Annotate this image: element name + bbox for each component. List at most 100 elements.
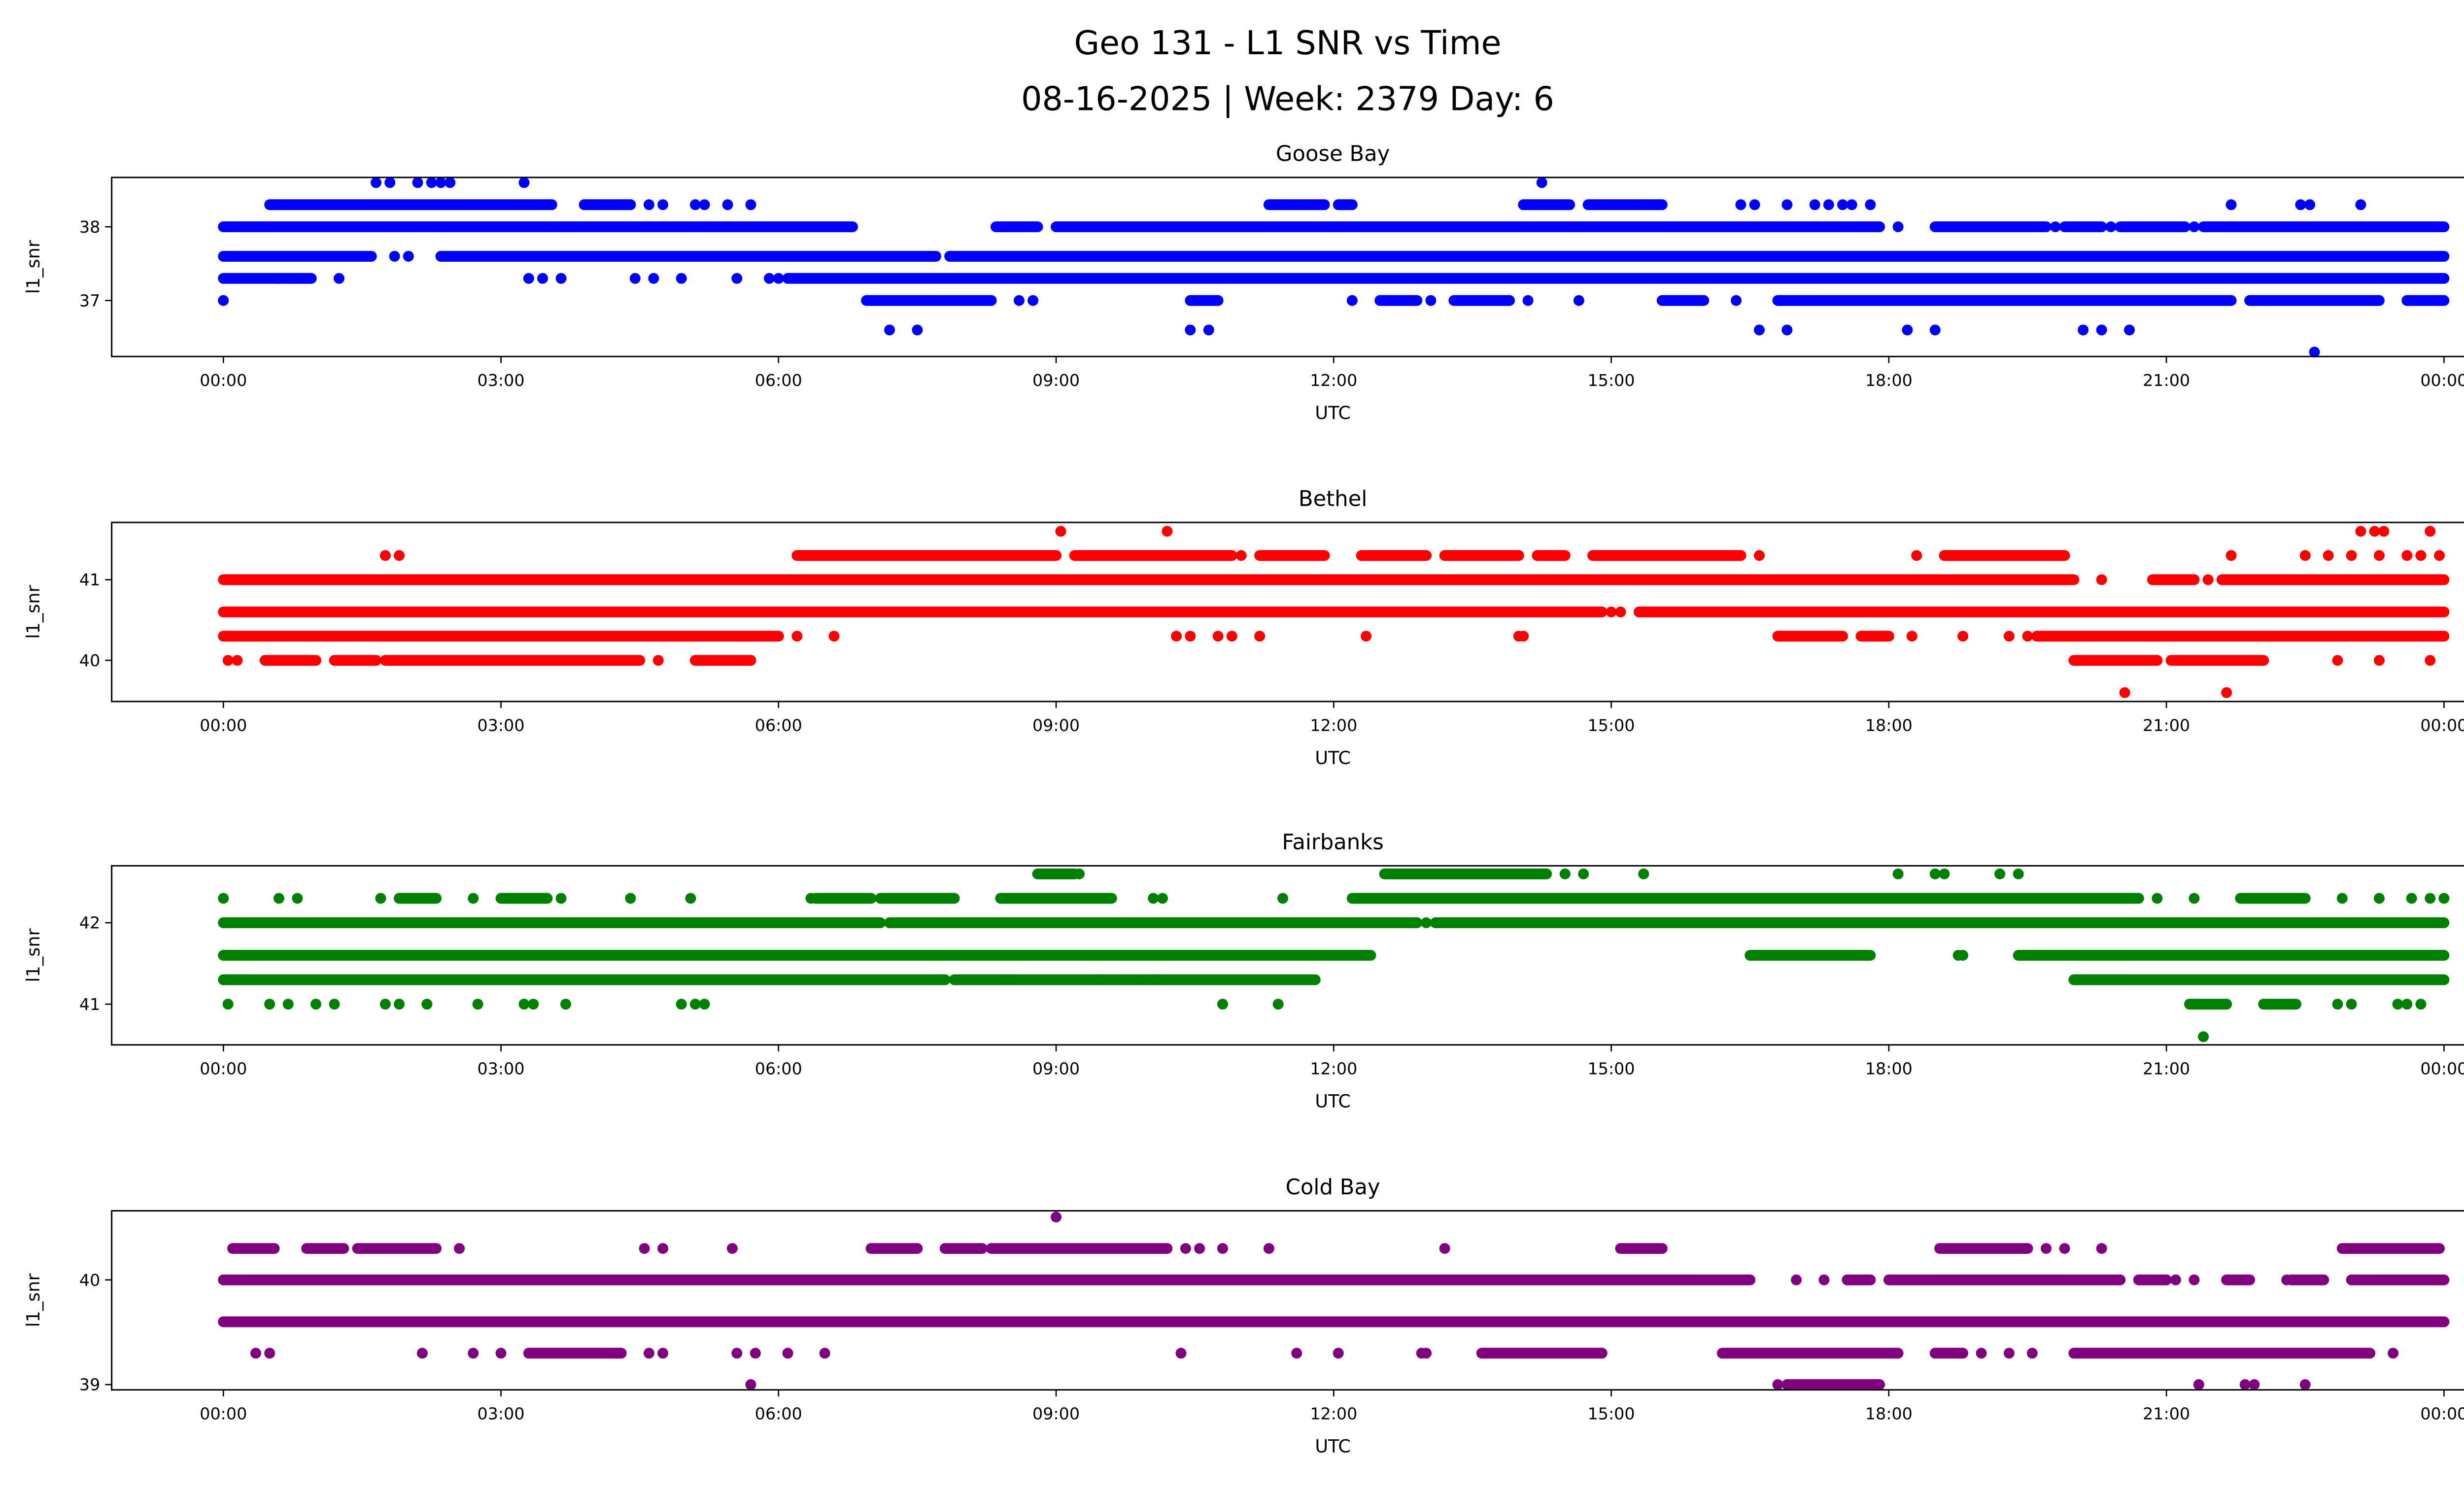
x-tick-label: 21:00 [2143, 1059, 2190, 1078]
x-axis-label: UTC [1315, 747, 1351, 768]
scatter-point [518, 999, 530, 1010]
scatter-point [2388, 1348, 2399, 1359]
x-tick-label: 12:00 [1310, 716, 1357, 735]
scatter-point [1272, 999, 1284, 1010]
x-tick-label: 00:00 [2420, 371, 2464, 390]
scatter-point [2105, 221, 2117, 233]
scatter-point [699, 199, 710, 210]
scatter-point [2281, 1274, 2293, 1286]
x-axis-label: UTC [1315, 402, 1351, 423]
x-axis-label: UTC [1315, 1435, 1351, 1457]
scatter-point [805, 893, 817, 904]
x-tick-label: 12:00 [1310, 1404, 1357, 1424]
scatter-point [1421, 917, 1432, 929]
scatter-point [2022, 630, 2033, 642]
scatter-point [1559, 868, 1571, 879]
scatter-point [1957, 950, 1969, 961]
scatter-point [726, 1243, 738, 1254]
scatter-point [1809, 199, 1820, 210]
scatter-point [394, 550, 405, 561]
scatter-point [310, 999, 322, 1010]
scatter-point [1781, 324, 1793, 336]
scatter-point [999, 974, 1011, 985]
scatter-point [1818, 1274, 1830, 1286]
x-tick-label: 06:00 [755, 1059, 802, 1078]
scatter-point [1578, 868, 1589, 879]
scatter-point [2189, 893, 2200, 904]
y-tick-label: 41 [79, 570, 100, 590]
scatter-point [2096, 574, 2107, 586]
scatter-point [1906, 630, 1917, 642]
scatter-point [1957, 630, 1969, 642]
scatter-point [2304, 199, 2316, 210]
scatter-point [445, 177, 456, 188]
y-axis-label: l1_snr [23, 585, 44, 639]
scatter-point [2249, 1379, 2260, 1391]
x-tick-label: 09:00 [1032, 1059, 1080, 1078]
scatter-point [2003, 1348, 2015, 1359]
scatter-point [791, 630, 803, 642]
y-tick-label: 39 [79, 1375, 100, 1394]
scatter-point [1892, 868, 1904, 879]
x-tick-label: 00:00 [200, 1404, 247, 1424]
scatter-point [1791, 1274, 1802, 1286]
scatter-point [222, 655, 234, 666]
scatter-point [2415, 999, 2427, 1010]
scatter-point [2096, 1243, 2107, 1254]
scatter-point [685, 893, 696, 904]
scatter-point [282, 999, 294, 1010]
scatter-point [416, 1348, 428, 1359]
scatter-point [2323, 550, 2334, 561]
scatter-point [1606, 606, 1617, 618]
scatter-point [1235, 550, 1247, 561]
scatter-point [403, 250, 414, 262]
scatter-point [1615, 606, 1626, 618]
scatter-point [2003, 630, 2015, 642]
x-tick-label: 00:00 [200, 371, 247, 390]
scatter-point [1291, 1348, 1302, 1359]
y-tick-label: 41 [79, 995, 100, 1014]
scatter-point [699, 999, 710, 1010]
scatter-point [468, 1348, 479, 1359]
x-tick-label: 15:00 [1588, 1404, 1635, 1424]
scatter-point [2425, 655, 2436, 666]
scatter-point [1846, 199, 1857, 210]
scatter-point [2373, 893, 2385, 904]
scatter-point [2295, 199, 2306, 210]
x-tick-label: 21:00 [2143, 716, 2190, 735]
scatter-point [426, 177, 437, 188]
axes-frame [111, 176, 2464, 357]
scatter-point [773, 273, 784, 284]
scatter-point [1684, 550, 1696, 561]
scatter-point [676, 273, 687, 284]
scatter-point [384, 177, 396, 188]
panel-title: Goose Bay [1276, 142, 1390, 167]
scatter-point [472, 999, 483, 1010]
scatter-point [731, 273, 743, 284]
scatter-point [731, 1348, 743, 1359]
scatter-point [1439, 1243, 1450, 1254]
figure-title-line1: Geo 131 - L1 SNR vs Time [1074, 24, 1502, 62]
panel-title: Cold Bay [1286, 1175, 1380, 1200]
y-tick-label: 40 [79, 651, 100, 670]
scatter-point [329, 999, 340, 1010]
scatter-point [2026, 1348, 2038, 1359]
scatter-point [222, 999, 234, 1010]
scatter-point [657, 199, 669, 210]
scatter-point [2225, 550, 2237, 561]
scatter-point [2198, 1031, 2209, 1043]
scatter-point [2299, 550, 2311, 561]
scatter-point [2258, 295, 2269, 306]
scatter-point [764, 273, 775, 284]
x-tick-label: 00:00 [200, 716, 247, 735]
x-tick-label: 21:00 [2143, 371, 2190, 390]
scatter-point [1929, 868, 1941, 879]
scatter-point [2189, 1274, 2200, 1286]
scatter-point [2189, 221, 2200, 233]
x-tick-label: 18:00 [1865, 716, 1913, 735]
axes-frame [111, 865, 2464, 1046]
scatter-point [1735, 199, 1746, 210]
y-tick-label: 42 [79, 913, 100, 933]
scatter-point [2425, 525, 2436, 537]
